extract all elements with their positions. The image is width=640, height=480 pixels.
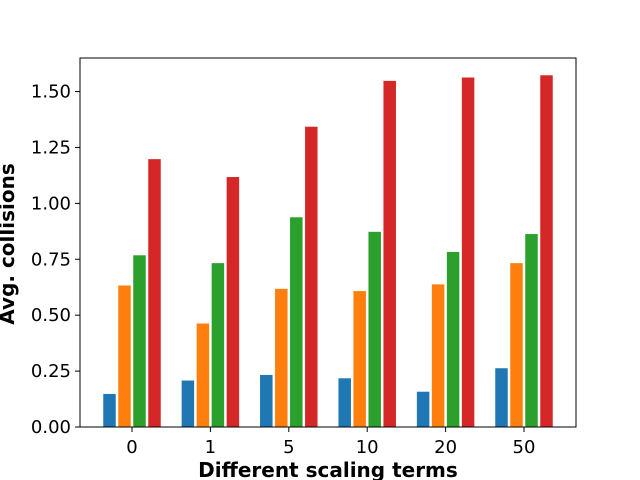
bar-10-series-2: [352, 290, 367, 428]
axes-group: 0 1 5 10 20 50 0.00 0.25 0.50 0.75 1.00 1.25 1.50: [31, 57, 577, 458]
y-tick-label: 0.75: [31, 249, 71, 270]
plot-frame: [79, 57, 577, 428]
x-tick-label: 5: [283, 437, 294, 458]
bar-5-series-3: [289, 216, 304, 428]
x-axis-label: Different scaling terms: [198, 458, 458, 480]
bar-1-series-3: [210, 262, 226, 428]
bar-20-series-4: [460, 76, 476, 428]
bar-0-series-1: [102, 392, 117, 428]
x-tick-label: 10: [356, 437, 379, 458]
y-axis-label: Avg. collisions: [0, 163, 19, 324]
y-tick-label: 1.00: [31, 193, 71, 214]
bars-group: [102, 74, 554, 428]
bar-1-series-4: [225, 176, 241, 428]
bar-1-series-2: [195, 322, 211, 428]
bar-5-series-4: [304, 125, 319, 428]
bar-10-series-3: [367, 230, 382, 428]
y-tick-label: 0.00: [31, 417, 71, 438]
y-tick-label: 1.25: [31, 137, 71, 158]
bar-50-series-3: [524, 233, 539, 428]
bar-50-series-1: [494, 367, 509, 428]
bar-50-series-2: [509, 262, 524, 428]
y-tick-label: 0.50: [31, 305, 71, 326]
x-tick-label: 0: [126, 437, 137, 458]
bar-0-series-3: [132, 254, 147, 428]
bar-5-series-1: [259, 373, 274, 428]
bar-20-series-3: [445, 250, 461, 428]
bar-0-series-4: [147, 158, 162, 428]
bar-5-series-2: [274, 287, 289, 428]
x-tick-label: 1: [205, 437, 216, 458]
bar-50-series-4: [539, 74, 554, 428]
bar-1-series-1: [180, 379, 196, 428]
bar-10-series-4: [382, 79, 397, 428]
x-tick-label: 50: [513, 437, 536, 458]
bar-10-series-1: [337, 377, 352, 428]
x-tick-label: 20: [434, 437, 457, 458]
y-tick-label: 1.50: [31, 82, 71, 103]
bar-20-series-2: [430, 283, 446, 428]
bar-20-series-1: [415, 390, 431, 428]
bar-0-series-2: [117, 284, 132, 428]
y-tick-label: 0.25: [31, 361, 71, 382]
